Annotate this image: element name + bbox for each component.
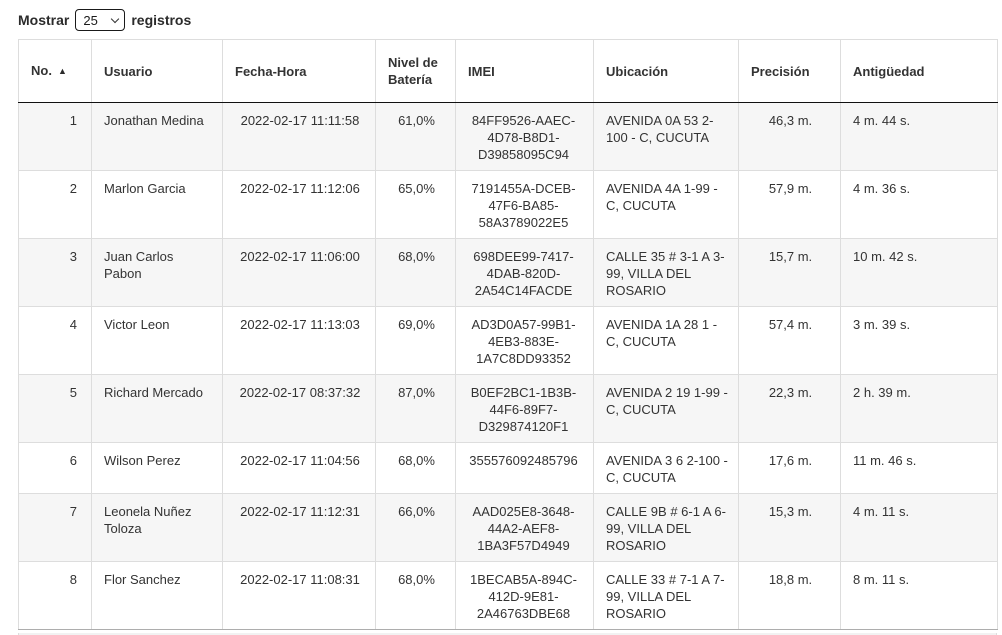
cell-ubicacion: AVENIDA 0A 53 2-100 - C, CUCUTA bbox=[593, 102, 739, 171]
cell-ubicacion: CALLE 9B # 6-1 A 6-99, VILLA DEL ROSARIO bbox=[593, 493, 739, 562]
cell-bateria: 68,0% bbox=[375, 561, 456, 630]
cell-usuario: Victor Leon bbox=[91, 306, 223, 375]
cell-imei: AAD025E8-3648-44A2-AEF8-1BA3F57D4949 bbox=[455, 493, 594, 562]
cell-bateria: 87,0% bbox=[375, 374, 456, 443]
cell-bateria: 61,0% bbox=[375, 102, 456, 171]
cell-imei: 1BECAB5A-894C-412D-9E81-2A46763DBE68 bbox=[455, 561, 594, 630]
cell-usuario: Marlon Garcia bbox=[91, 170, 223, 239]
cell-imei: AD3D0A57-99B1-4EB3-883E-1A7C8DD93352 bbox=[455, 306, 594, 375]
table-body: 1 Jonathan Medina 2022-02-17 11:11:58 61… bbox=[18, 102, 998, 630]
column-header-no-label: No. bbox=[31, 62, 52, 78]
cell-precision: 46,3 m. bbox=[738, 102, 841, 171]
cell-antiguedad: 4 m. 11 s. bbox=[840, 493, 998, 562]
cell-antiguedad: 3 m. 39 s. bbox=[840, 306, 998, 375]
cell-antiguedad: 8 m. 11 s. bbox=[840, 561, 998, 630]
table-row: 4 Victor Leon 2022-02-17 11:13:03 69,0% … bbox=[18, 306, 998, 375]
cell-ubicacion: AVENIDA 4A 1-99 - C, CUCUTA bbox=[593, 170, 739, 239]
cell-usuario: Richard Mercado bbox=[91, 374, 223, 443]
cell-precision: 15,3 m. bbox=[738, 493, 841, 562]
cell-usuario: Jonathan Medina bbox=[91, 102, 223, 171]
table-row: 7 Leonela Nuñez Toloza 2022-02-17 11:12:… bbox=[18, 493, 998, 562]
cell-fecha-hora: 2022-02-17 11:12:31 bbox=[222, 493, 376, 562]
cell-ubicacion: AVENIDA 3 6 2-100 - C, CUCUTA bbox=[593, 442, 739, 494]
column-header-precision[interactable]: Precisión bbox=[738, 39, 841, 103]
table-row: 6 Wilson Perez 2022-02-17 11:04:56 68,0%… bbox=[18, 442, 998, 494]
cell-ubicacion: CALLE 33 # 7-1 A 7-99, VILLA DEL ROSARIO bbox=[593, 561, 739, 630]
page-size-select[interactable]: 25 bbox=[75, 9, 126, 31]
cell-no: 1 bbox=[69, 113, 77, 128]
cell-usuario: Flor Sanchez bbox=[91, 561, 223, 630]
cell-imei: B0EF2BC1-1B3B-44F6-89F7-D329874120F1 bbox=[455, 374, 594, 443]
cell-fecha-hora: 2022-02-17 11:12:06 bbox=[222, 170, 376, 239]
cell-precision: 17,6 m. bbox=[738, 442, 841, 494]
cell-precision: 15,7 m. bbox=[738, 238, 841, 307]
records-table: No. ▲ Usuario Fecha-Hora Nivel de Batería… bbox=[18, 39, 998, 630]
cell-fecha-hora: 2022-02-17 11:11:58 bbox=[222, 102, 376, 171]
column-header-ubicacion[interactable]: Ubicación bbox=[593, 39, 739, 103]
cell-antiguedad: 4 m. 44 s. bbox=[840, 102, 998, 171]
column-header-usuario[interactable]: Usuario bbox=[91, 39, 223, 103]
cell-bateria: 66,0% bbox=[375, 493, 456, 562]
cell-no: 7 bbox=[18, 493, 92, 562]
table-row: 8 Flor Sanchez 2022-02-17 11:08:31 68,0%… bbox=[18, 561, 998, 630]
cell-antiguedad: 2 h. 39 m. bbox=[840, 374, 998, 443]
cell-usuario: Juan Carlos Pabon bbox=[91, 238, 223, 307]
column-header-antiguedad[interactable]: Antigüedad bbox=[840, 39, 998, 103]
table-row: 5 Richard Mercado 2022-02-17 08:37:32 87… bbox=[18, 374, 998, 443]
cell-no: 5 bbox=[18, 374, 92, 443]
column-header-nivel-bateria[interactable]: Nivel de Batería bbox=[375, 39, 456, 103]
cell-precision: 57,9 m. bbox=[738, 170, 841, 239]
cell-fecha-hora: 2022-02-17 11:04:56 bbox=[222, 442, 376, 494]
cell-antiguedad: 4 m. 36 s. bbox=[840, 170, 998, 239]
cell-fecha-hora: 2022-02-17 11:13:03 bbox=[222, 306, 376, 375]
page-size-select-wrap: 25 bbox=[75, 9, 126, 31]
cell-bateria: 68,0% bbox=[375, 442, 456, 494]
cell-antiguedad: 10 m. 42 s. bbox=[840, 238, 998, 307]
cell-antiguedad: 11 m. 46 s. bbox=[840, 442, 998, 494]
next-row-partial bbox=[18, 633, 997, 635]
cell-precision: 18,8 m. bbox=[738, 561, 841, 630]
table-row: 1 Jonathan Medina 2022-02-17 11:11:58 61… bbox=[18, 102, 998, 171]
cell-usuario: Leonela Nuñez Toloza bbox=[91, 493, 223, 562]
cell-no: 2 bbox=[18, 170, 92, 239]
cell-ubicacion: AVENIDA 2 19 1-99 - C, CUCUTA bbox=[593, 374, 739, 443]
cell-imei: 355576092485796 bbox=[455, 442, 594, 494]
cell-no: 8 bbox=[18, 561, 92, 630]
cell-bateria: 68,0% bbox=[375, 238, 456, 307]
cell-precision: 57,4 m. bbox=[738, 306, 841, 375]
cell-precision: 22,3 m. bbox=[738, 374, 841, 443]
cell-fecha-hora: 2022-02-17 11:06:00 bbox=[222, 238, 376, 307]
show-label: Mostrar bbox=[18, 12, 70, 28]
cell-fecha-hora: 2022-02-17 11:08:31 bbox=[222, 561, 376, 630]
cell-fecha-hora: 2022-02-17 08:37:32 bbox=[222, 374, 376, 443]
cell-ubicacion: CALLE 35 # 3-1 A 3-99, VILLA DEL ROSARIO bbox=[593, 238, 739, 307]
cell-usuario: Wilson Perez bbox=[91, 442, 223, 494]
column-header-fecha-hora[interactable]: Fecha-Hora bbox=[222, 39, 376, 103]
cell-imei: 698DEE99-7417-4DAB-820D-2A54C14FACDE bbox=[455, 238, 594, 307]
cell-bateria: 69,0% bbox=[375, 306, 456, 375]
column-header-imei[interactable]: IMEI bbox=[455, 39, 594, 103]
cell-imei: 84FF9526-AAEC-4D78-B8D1-D39858095C94 bbox=[455, 102, 594, 171]
cell-no: 6 bbox=[18, 442, 92, 494]
page-length-control: Mostrar 25 registros bbox=[18, 8, 1002, 32]
table-row: 3 Juan Carlos Pabon 2022-02-17 11:06:00 … bbox=[18, 238, 998, 307]
table-row: 2 Marlon Garcia 2022-02-17 11:12:06 65,0… bbox=[18, 170, 998, 239]
cell-imei: 7191455A-DCEB-47F6-BA85-58A3789022E5 bbox=[455, 170, 594, 239]
cell-no: 4 bbox=[18, 306, 92, 375]
sort-ascending-icon: ▲ bbox=[57, 65, 67, 76]
cell-bateria: 65,0% bbox=[375, 170, 456, 239]
records-label: registros bbox=[131, 12, 192, 28]
cell-no: 3 bbox=[18, 238, 92, 307]
cell-ubicacion: AVENIDA 1A 28 1 - C, CUCUTA bbox=[593, 306, 739, 375]
column-header-no[interactable]: No. ▲ bbox=[18, 39, 92, 103]
table-header: No. ▲ Usuario Fecha-Hora Nivel de Batería… bbox=[18, 39, 998, 103]
